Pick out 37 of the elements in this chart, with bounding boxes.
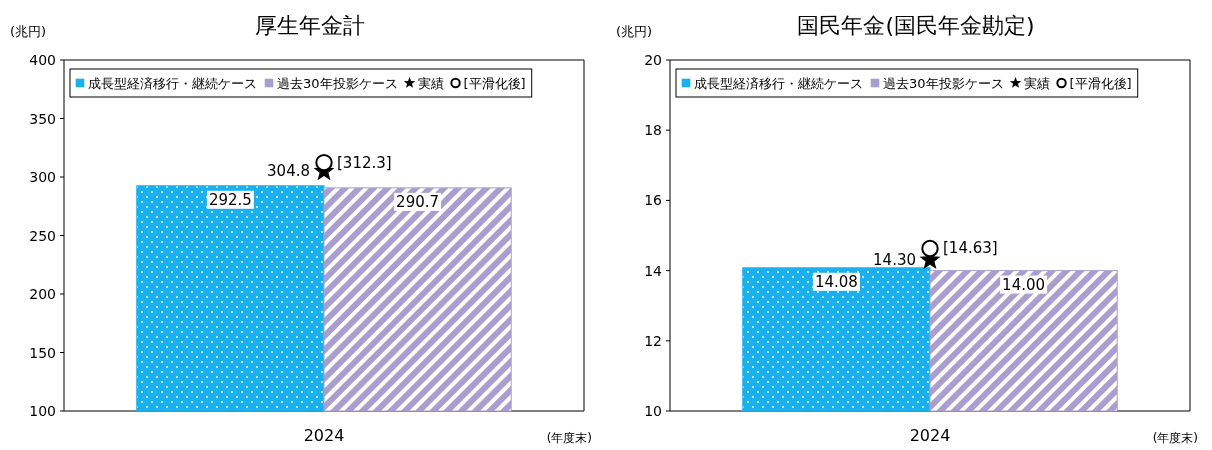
chart-title: 厚生年金計 (255, 13, 365, 38)
y-tick-label: 10 (644, 403, 662, 419)
x-axis-title: (年度末) (1152, 431, 1198, 445)
y-tick-label: 150 (29, 344, 56, 361)
data-label: 14.00 (1002, 275, 1046, 294)
data-label: 304.8 (267, 162, 310, 181)
y-tick-label: 350 (29, 110, 56, 127)
y-tick-label: 400 (29, 52, 56, 68)
chart-title: 国民年金(国民年金勘定) (797, 13, 1035, 38)
y-tick-label: 250 (29, 227, 56, 244)
x-tick-label: 2024 (909, 426, 951, 445)
data-label: 14.30 (873, 251, 916, 270)
legend-label: 成長型経済移行・継続ケース (88, 76, 257, 91)
y-tick-label: 12 (644, 332, 662, 349)
data-label: [14.63] (943, 239, 998, 258)
legend-label: 実績 (417, 76, 444, 91)
y-tick-label: 18 (644, 122, 662, 139)
x-axis-title: (年度末) (546, 431, 592, 445)
legend-label: 過去30年投影ケース (883, 76, 1004, 91)
data-label: 14.08 (814, 272, 858, 291)
legend-label: [平滑化後] (1069, 76, 1132, 91)
legend-label: 成長型経済移行・継続ケース (694, 76, 863, 91)
legend-label: 実績 (1023, 76, 1050, 91)
data-label: [312.3] (337, 153, 392, 172)
y-tick-label: 100 (29, 403, 56, 419)
y-tick-label: 200 (29, 286, 56, 302)
x-tick-label: 2024 (303, 426, 345, 445)
data-label: 292.5 (208, 190, 252, 209)
y-tick-label: 16 (644, 192, 663, 209)
y-axis-title: (兆円) (616, 24, 653, 39)
legend-label: [平滑化後] (463, 76, 526, 91)
y-tick-label: 14 (644, 262, 663, 279)
y-tick-label: 300 (29, 169, 56, 185)
data-label: 290.7 (396, 192, 440, 211)
legend-label: 過去30年投影ケース (277, 76, 398, 91)
y-axis-title: (兆円) (10, 24, 47, 39)
y-tick-label: 20 (644, 52, 662, 68)
